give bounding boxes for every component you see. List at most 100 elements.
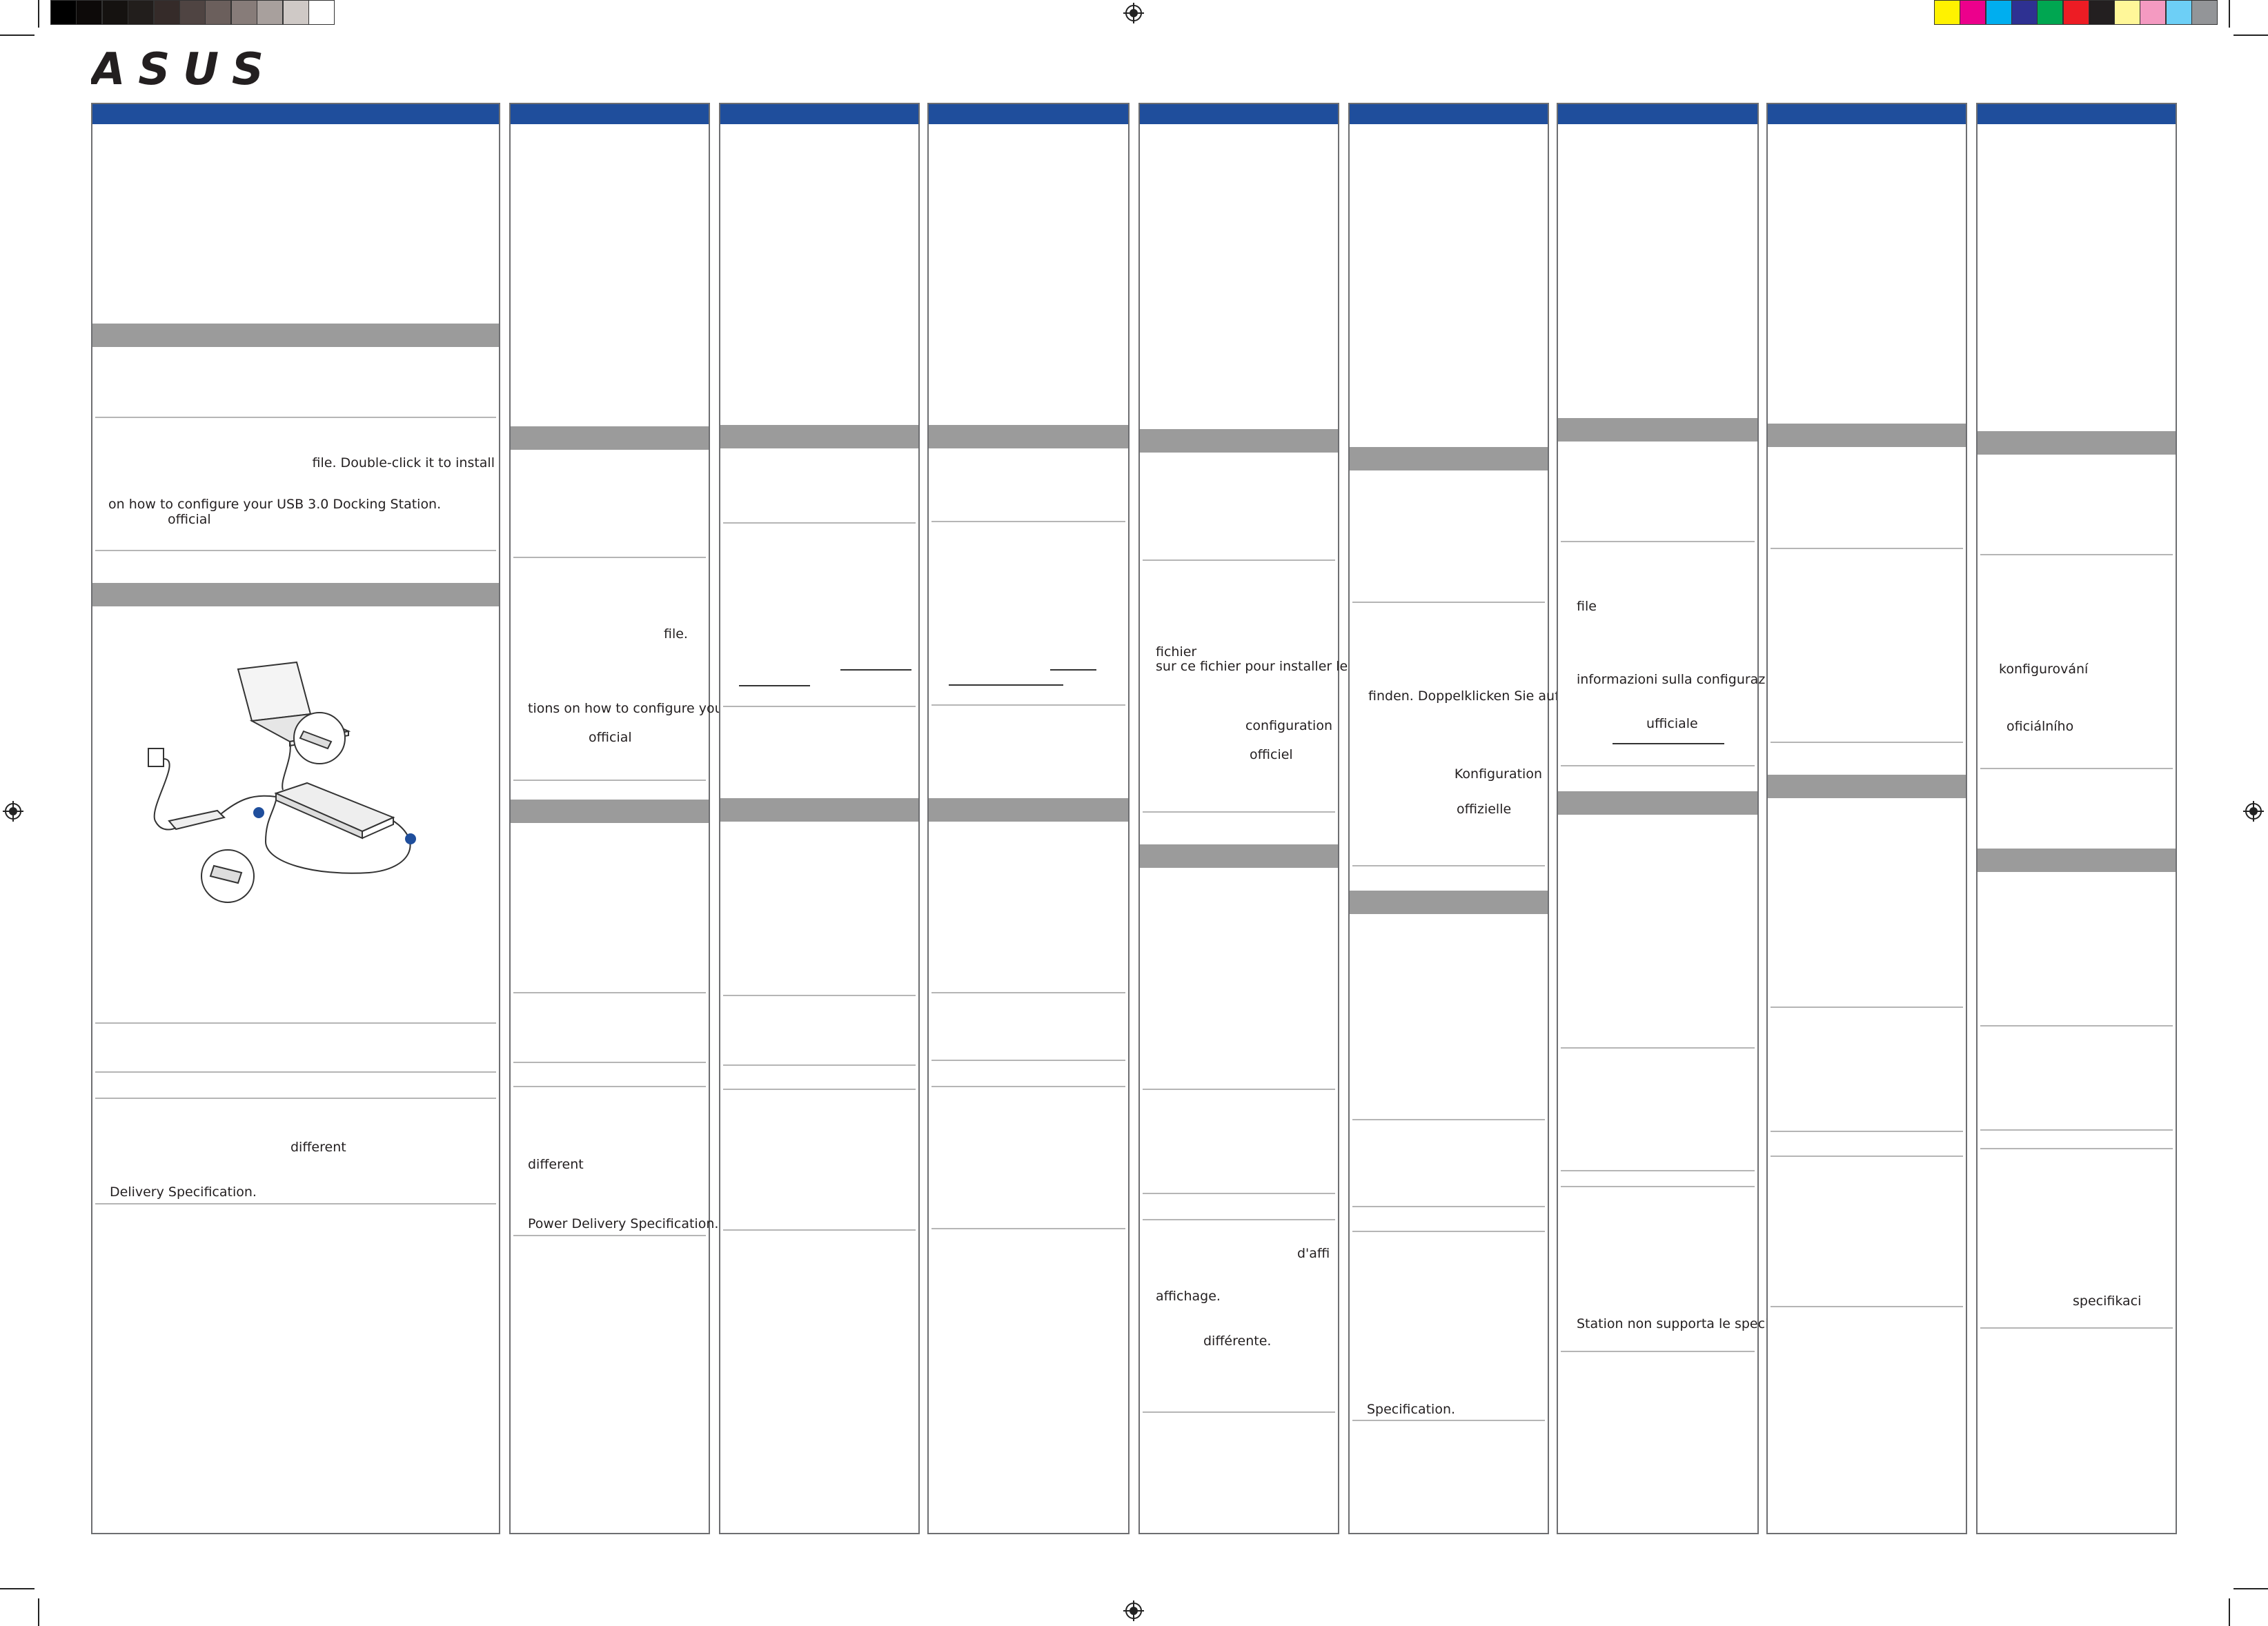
divider-line	[1352, 865, 1545, 866]
divider-line	[1143, 559, 1335, 561]
divider-line	[513, 992, 706, 993]
section-heading-bar	[92, 583, 499, 606]
divider-line	[931, 704, 1125, 706]
divider-line	[931, 1086, 1125, 1087]
divider-line	[1143, 811, 1335, 813]
divider-line	[1771, 548, 1963, 549]
link-underline	[1050, 669, 1096, 671]
registration-mark-icon	[1123, 1600, 1144, 1621]
panel-col-4	[927, 103, 1130, 1534]
registration-mark-icon	[2243, 801, 2264, 822]
instruction-text: official	[589, 730, 632, 745]
divider-line	[513, 557, 706, 558]
panel-header-bar	[929, 104, 1128, 124]
instruction-text: Power Delivery Specification.	[528, 1216, 719, 1231]
divider-line	[95, 1098, 496, 1099]
grayscale-swatch	[308, 0, 335, 25]
grayscale-swatch	[282, 0, 309, 25]
link-underline	[1613, 743, 1724, 744]
grayscale-swatch	[205, 0, 232, 25]
divider-line	[1771, 1007, 1963, 1008]
divider-line	[1143, 1193, 1335, 1194]
instruction-text: file.	[664, 626, 688, 642]
divider-line	[1352, 1206, 1545, 1207]
crop-mark	[38, 1598, 39, 1626]
panel-header-bar	[1350, 104, 1548, 124]
crop-mark	[2234, 34, 2268, 36]
section-heading-bar	[1558, 418, 1757, 442]
divider-line	[723, 1229, 916, 1231]
divider-line	[1143, 1219, 1335, 1220]
divider-line	[1771, 742, 1963, 743]
divider-line	[513, 1062, 706, 1063]
registration-mark-icon	[1123, 3, 1144, 23]
panel-header-bar	[1978, 104, 2176, 124]
instruction-text: ufficiale	[1646, 716, 1698, 731]
instruction-text: on how to configure your USB 3.0 Docking…	[108, 497, 442, 512]
power-strip-icon	[168, 809, 226, 831]
divider-line	[931, 992, 1125, 993]
instruction-text: different	[290, 1140, 346, 1155]
grayscale-swatch	[128, 0, 155, 25]
divider-line	[1352, 1231, 1545, 1232]
panel-col-8	[1766, 103, 1967, 1534]
section-heading-bar	[929, 425, 1128, 448]
divider-line	[1980, 1025, 2173, 1027]
instruction-text: tions on how to configure your	[528, 701, 729, 716]
instruction-text: Station non supporta le specifiche	[1577, 1316, 1801, 1331]
divider-line	[1561, 541, 1755, 542]
divider-line	[513, 780, 706, 781]
instruction-text: file	[1577, 599, 1597, 614]
instruction-text: konfigurování	[1999, 662, 2089, 677]
section-heading-bar	[1350, 891, 1548, 914]
divider-line	[1561, 1351, 1755, 1352]
color-swatch	[2140, 0, 2167, 25]
crop-mark	[2229, 0, 2230, 28]
panel-header-bar	[1140, 104, 1338, 124]
svg-text:ASUS: ASUS	[91, 48, 264, 90]
section-heading-bar	[1350, 447, 1548, 470]
crop-mark	[0, 34, 34, 36]
divider-line	[513, 1086, 706, 1087]
crop-mark	[2234, 1588, 2268, 1589]
panel-col-3	[719, 103, 920, 1534]
section-heading-bar	[1978, 431, 2176, 455]
instruction-text: Delivery Specification.	[110, 1184, 257, 1200]
section-heading-bar	[929, 798, 1128, 822]
color-swatch	[2165, 0, 2192, 25]
section-heading-bar	[92, 324, 499, 347]
wall-outlet-icon	[148, 748, 164, 767]
section-heading-bar	[720, 798, 918, 822]
panel-header-bar	[92, 104, 499, 124]
divider-line	[723, 522, 916, 524]
color-swatch	[2037, 0, 2064, 25]
divider-line	[1352, 1119, 1545, 1120]
crop-mark	[38, 0, 39, 28]
divider-line	[1771, 1306, 1963, 1307]
color-swatch	[2114, 0, 2141, 25]
color-swatch	[2062, 0, 2089, 25]
grayscale-swatch	[257, 0, 284, 25]
docking-station-icon	[274, 782, 395, 840]
divider-line	[1771, 1131, 1963, 1132]
color-swatch	[2191, 0, 2218, 25]
instruction-text: offizielle	[1457, 802, 1512, 817]
panel-french	[1138, 103, 1339, 1534]
color-swatch	[2011, 0, 2038, 25]
crop-mark	[2229, 1598, 2230, 1626]
panel-italian	[1557, 103, 1759, 1534]
panel-header-bar	[511, 104, 709, 124]
color-swatch	[2088, 0, 2115, 25]
instruction-text: sur ce fichier pour installer le	[1156, 659, 1348, 674]
link-underline	[739, 685, 810, 686]
divider-line	[1980, 554, 2173, 555]
divider-line	[1771, 1156, 1963, 1157]
laptop-docking-station-illustration	[135, 655, 424, 911]
section-heading-bar	[511, 426, 709, 450]
instruction-text: Specification.	[1367, 1402, 1456, 1417]
section-heading-bar	[1140, 429, 1338, 453]
grayscale-swatch	[230, 0, 257, 25]
crop-mark	[0, 1588, 34, 1589]
section-heading-bar	[511, 800, 709, 823]
divider-line	[931, 1228, 1125, 1229]
